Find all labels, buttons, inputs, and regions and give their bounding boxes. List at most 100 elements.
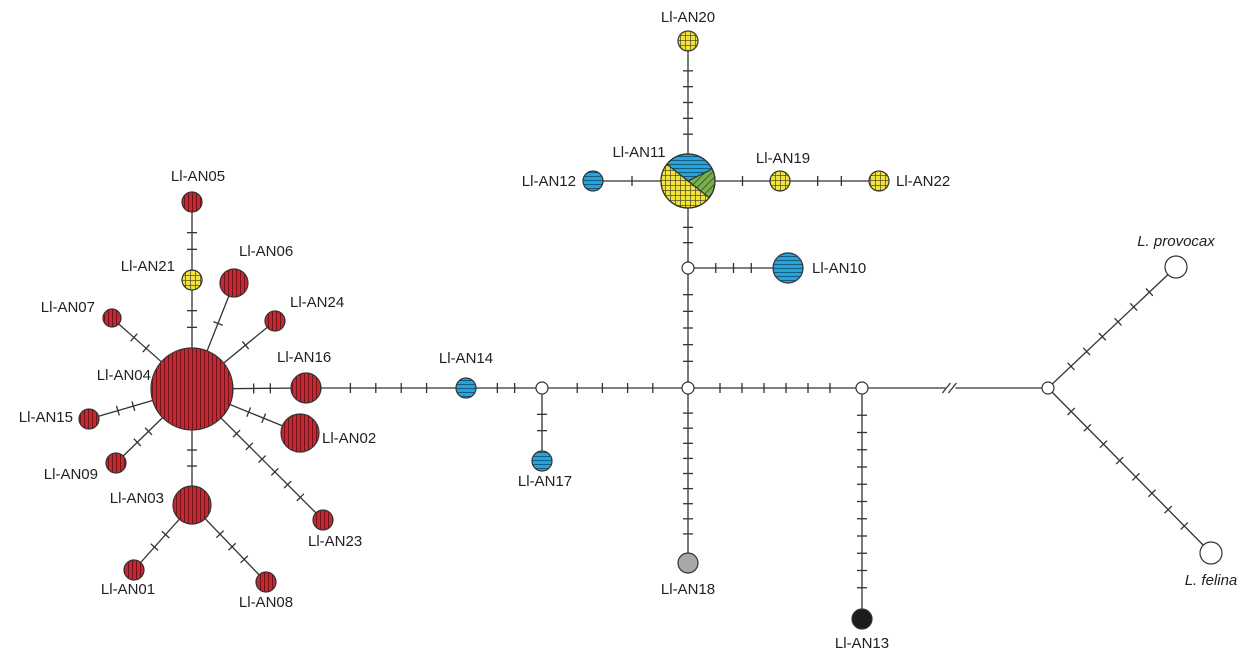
- median-vector-mv1: [535, 381, 549, 395]
- node-ll-an22-label: Ll-AN22: [896, 173, 950, 190]
- node-ll-an05: [181, 191, 203, 213]
- edge-n14-mv1: [466, 383, 542, 393]
- node-ll-an10-label: Ll-AN10: [812, 260, 866, 277]
- mutation-tick: [245, 442, 254, 451]
- mutation-tick: [115, 405, 120, 416]
- node-ll-an03: [172, 485, 212, 525]
- edge-mv5-prov: [1047, 266, 1177, 389]
- mutation-tick: [240, 555, 249, 564]
- mutation-tick: [1164, 505, 1173, 514]
- node-ll-an21-label: Ll-AN21: [121, 258, 175, 275]
- mutation-tick: [228, 542, 237, 551]
- median-vector-mv5: [1041, 381, 1055, 395]
- node-ll-an21: [181, 269, 203, 291]
- mutation-tick: [261, 413, 267, 424]
- node-ll-an19: [769, 170, 791, 192]
- node-ll-an04: [150, 347, 234, 431]
- node-l-provocax-label: L. provocax: [1137, 233, 1215, 250]
- node-ll-an14-label: Ll-AN14: [439, 350, 493, 367]
- mutation-tick: [133, 438, 142, 447]
- median-vector-mv4: [855, 381, 869, 395]
- edge-mv5-fel: [1047, 387, 1212, 554]
- mutation-tick: [1131, 472, 1140, 481]
- mutation-tick: [144, 427, 153, 436]
- labels-layer: Ll-AN04 Ll-AN05 Ll-AN21 Ll-AN06 Ll-AN24 Ll-AN…: [19, 9, 1237, 652]
- edge-mv4-n13: [857, 388, 867, 619]
- node-ll-an23-label: Ll-AN23: [308, 533, 362, 550]
- node-ll-an06: [219, 268, 249, 298]
- mutation-tick: [1145, 288, 1154, 297]
- node-ll-an14: [455, 377, 477, 399]
- node-ll-an02: [280, 413, 320, 453]
- node-ll-an01-label: Ll-AN01: [101, 581, 155, 598]
- mutation-tick: [1067, 362, 1075, 371]
- node-ll-an07-label: Ll-AN07: [41, 299, 95, 316]
- edges-layer: [88, 41, 1212, 619]
- edge-mv2-n18: [683, 388, 693, 563]
- node-ll-an09: [105, 452, 127, 474]
- mutation-tick: [270, 467, 279, 476]
- mutation-tick: [1098, 332, 1107, 341]
- node-ll-an19-label: Ll-AN19: [756, 150, 810, 167]
- node-ll-an10: [772, 252, 804, 284]
- mutation-tick: [150, 543, 159, 551]
- node-ll-an01: [123, 559, 145, 581]
- mutation-tick: [1082, 347, 1091, 356]
- node-ll-an06-label: Ll-AN06: [239, 243, 293, 260]
- node-ll-an09-label: Ll-AN09: [44, 466, 98, 483]
- edge-n21-n05: [187, 202, 197, 280]
- mutation-tick: [1180, 521, 1189, 530]
- mutation-tick: [130, 333, 138, 342]
- break-mark: [947, 382, 957, 394]
- node-ll-an16-label: Ll-AN16: [277, 349, 331, 366]
- mutation-tick: [1129, 302, 1138, 312]
- edge-mv2-mv4: [688, 383, 862, 393]
- node-ll-an07: [102, 308, 122, 328]
- mutation-tick: [213, 321, 223, 326]
- mutation-tick: [1147, 489, 1156, 498]
- node-ll-an11-label: Ll-AN11: [612, 144, 665, 161]
- mutation-tick: [232, 429, 241, 438]
- edge-n19-n22: [780, 176, 879, 186]
- mutation-tick: [142, 344, 150, 353]
- node-ll-an15: [78, 408, 100, 430]
- node-ll-an13-label: Ll-AN13: [835, 635, 889, 652]
- edge-mv1-mv2: [542, 383, 688, 393]
- mutation-tick: [131, 401, 136, 412]
- node-ll-an24: [264, 310, 286, 332]
- edge-mv3-n10: [688, 263, 788, 273]
- node-ll-an13: [851, 608, 873, 630]
- mutation-tick: [1099, 440, 1108, 449]
- mutation-tick: [258, 455, 267, 464]
- node-ll-an17: [531, 450, 553, 472]
- break-mark: [941, 382, 951, 394]
- edge-mv2-mv3: [683, 268, 693, 388]
- edge-mv4-mv5: [862, 382, 1048, 394]
- mutation-tick: [1115, 456, 1124, 465]
- node-l-felina: [1199, 541, 1223, 565]
- node-l-felina-label: L. felina: [1185, 572, 1238, 589]
- mutation-tick: [1114, 317, 1122, 326]
- node-ll-an03-label: Ll-AN03: [110, 490, 164, 507]
- node-ll-an11: [660, 153, 716, 209]
- node-ll-an12: [582, 170, 604, 192]
- node-ll-an08-label: Ll-AN08: [239, 594, 293, 611]
- mutation-tick: [283, 480, 292, 489]
- node-ll-an08: [255, 571, 277, 593]
- edge-mv1-n17: [537, 388, 547, 461]
- node-ll-an15-label: Ll-AN15: [19, 409, 73, 426]
- node-ll-an02-label: Ll-AN02: [322, 430, 376, 447]
- edge-n16-n14: [306, 383, 466, 393]
- mutation-tick: [246, 407, 252, 417]
- node-ll-an04-label: Ll-AN04: [97, 367, 151, 384]
- median-vector-mv2: [681, 381, 695, 395]
- mutation-tick: [161, 530, 170, 539]
- node-ll-an18: [677, 552, 699, 574]
- median-vector-mv3: [681, 261, 695, 275]
- node-ll-an17-label: Ll-AN17: [518, 473, 572, 490]
- node-ll-an24-label: Ll-AN24: [290, 294, 344, 311]
- node-ll-an20: [677, 30, 699, 52]
- node-ll-an05-label: Ll-AN05: [171, 168, 225, 185]
- node-ll-an18-label: Ll-AN18: [661, 581, 715, 598]
